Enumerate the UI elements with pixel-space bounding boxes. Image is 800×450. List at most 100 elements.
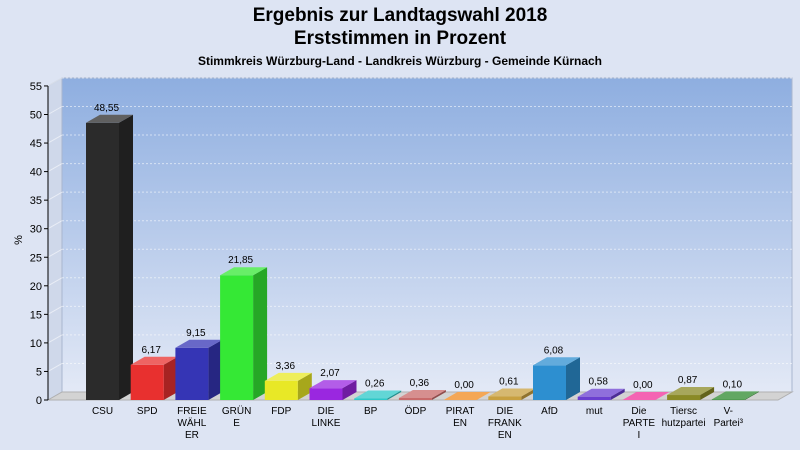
y-tick-label: 20: [30, 281, 42, 293]
gridline-side: [47, 334, 63, 344]
bar-value-label: 0,87: [678, 375, 698, 386]
x-category-label: PIRAT EN: [446, 406, 475, 429]
plot-side-wall: [47, 77, 63, 401]
gridline-side: [47, 191, 63, 201]
x-category-label: mut: [586, 406, 603, 417]
x-category-label: CSU: [92, 406, 113, 417]
bar-side: [208, 339, 223, 400]
bar-top: [577, 388, 625, 397]
bar-value-label: 0,58: [588, 377, 608, 388]
bar-side: [163, 356, 178, 400]
bar: [86, 114, 133, 400]
bar: [309, 380, 357, 400]
bar: [488, 388, 536, 400]
bar-value-label: 0,10: [723, 379, 743, 390]
bar-top: [398, 389, 446, 398]
bar-side: [297, 372, 312, 400]
bar-side: [744, 391, 759, 400]
bar-value-label: 6,08: [544, 345, 564, 356]
x-category-label-line: EN: [453, 418, 467, 429]
x-category-label: Tiersc hutzpartei: [662, 406, 706, 429]
bar-top: [309, 380, 357, 389]
bar: [175, 339, 223, 400]
bar-top: [443, 392, 491, 400]
bar-top: [622, 392, 670, 400]
y-tick-label: 40: [30, 167, 42, 179]
bar-front: [488, 396, 522, 400]
bar-value-label: 0,00: [633, 380, 653, 391]
bar-side: [700, 387, 715, 400]
bar: [398, 389, 446, 400]
bar-front: [309, 388, 343, 400]
x-category-label-line: mut: [586, 406, 603, 417]
bar-front: [264, 380, 298, 400]
bar-value-label: 0,61: [499, 377, 519, 388]
y-tick-label: 55: [30, 81, 42, 93]
x-category-label-line: ÖDP: [405, 405, 427, 417]
x-category-label: DIE FRANK EN: [488, 406, 522, 441]
y-tick-label: 50: [30, 110, 42, 122]
x-category-label-line: LINKE: [312, 418, 341, 429]
bar-side: [342, 380, 357, 400]
x-category-label-line: hutzpartei: [662, 418, 706, 429]
bar-front: [577, 396, 611, 400]
gridline-side: [47, 305, 63, 315]
bar-side: [610, 388, 625, 400]
x-category-label: FREIE WÄHL ER: [177, 406, 207, 441]
gridline-side: [47, 277, 63, 287]
gridline-side: [47, 363, 63, 372]
x-category-label-line: ER: [185, 430, 199, 441]
bar-value-label: 21,85: [228, 255, 253, 266]
bar: [443, 392, 491, 400]
y-axis-label: %: [13, 235, 25, 245]
bar-side: [566, 357, 580, 400]
bar-front: [533, 365, 566, 400]
bar-front: [354, 398, 388, 400]
bar-value-label: 0,26: [365, 379, 385, 390]
gridline-side: [47, 163, 63, 173]
x-category-label-line: BP: [364, 406, 378, 417]
x-category-label: AfD: [541, 406, 558, 417]
x-category-label-line: EN: [498, 430, 512, 441]
bar-top: [354, 390, 402, 399]
bar: [130, 356, 178, 400]
x-category-label-line: PIRAT: [446, 406, 475, 417]
x-category-label-line: WÄHL: [177, 417, 206, 429]
x-category-label-line: V-: [724, 406, 733, 417]
bar-top: [711, 391, 759, 400]
chart-title: Ergebnis zur Landtagswahl 2018: [252, 5, 548, 26]
x-category-label-line: AfD: [541, 406, 558, 417]
y-tick-label: 15: [30, 309, 42, 321]
bar-front: [86, 122, 119, 400]
bar: [354, 390, 402, 400]
x-category-label-line: Die: [631, 406, 646, 417]
bar-front: [175, 347, 209, 400]
x-category-label: BP: [364, 406, 378, 417]
bar-top: [130, 356, 178, 365]
bar-side: [253, 267, 268, 400]
gridline-side: [47, 134, 63, 144]
x-category-label-line: FREIE: [177, 406, 207, 417]
gridline-side: [47, 248, 63, 258]
bar-value-label: 9,15: [186, 328, 206, 339]
x-category-label-line: E: [233, 418, 240, 429]
y-tick-label: 0: [36, 395, 42, 407]
y-tick-label: 45: [30, 138, 42, 150]
bar-top: [667, 387, 715, 396]
bar-value-label: 2,07: [320, 368, 340, 379]
plot-back-wall: [61, 77, 793, 393]
chart-region-subtitle: Stimmkreis Würzburg-Land - Landkreis Wür…: [197, 54, 603, 68]
bar-front: [130, 364, 164, 400]
x-category-label-line: DIE: [496, 406, 513, 417]
x-category-label: FDP: [271, 406, 291, 417]
bar-value-label: 6,17: [141, 345, 161, 356]
bar: [622, 392, 670, 400]
bar-front: [667, 395, 701, 400]
bar-side: [431, 389, 446, 400]
bar-top: [533, 357, 580, 366]
y-tick-label: 25: [30, 252, 42, 264]
bar: [577, 388, 625, 400]
x-category-label-line: Tiersc: [670, 406, 697, 417]
x-category-label: GRÜN E: [222, 405, 251, 429]
